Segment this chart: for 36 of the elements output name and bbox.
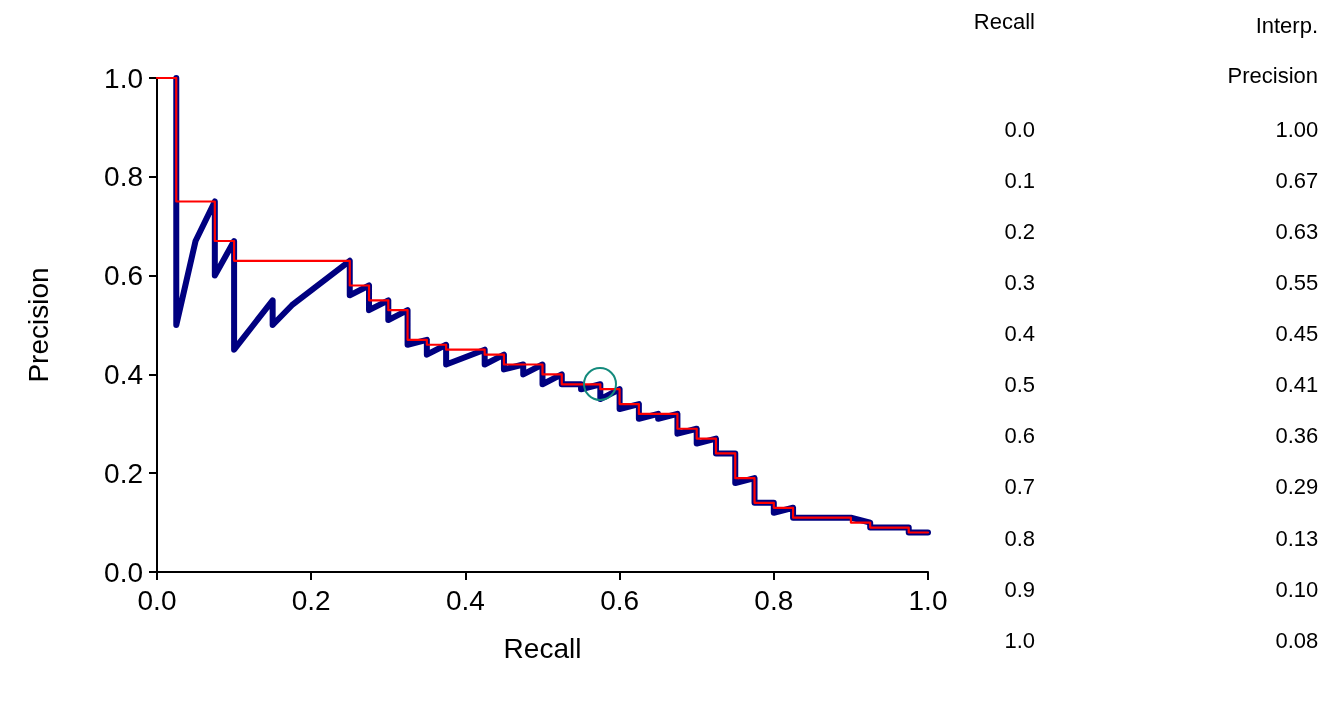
data-label: 0.08 [1275,627,1319,653]
y-tick-label: 0.0 [1004,117,1035,143]
x-tick-label: 0.2 [291,584,331,616]
data-label: 1.00 [1275,117,1319,143]
y-tick-label: 0.9 [1004,576,1035,602]
y-tick-label: 1.0 [104,62,143,94]
x-axis-title: Recall [503,632,582,664]
y-tick-label: 0.3 [1004,270,1035,296]
y-tick-label: 0.6 [104,260,143,292]
x-tick-label: 0.8 [754,584,794,616]
x-tick-label: Interp. Precision [1227,12,1318,88]
y-tick-label: 0.2 [104,457,143,489]
data-label: 0.63 [1275,219,1319,245]
x-tick-label: 0.6 [600,584,640,616]
y-tick-label: 0.5 [1004,372,1035,398]
y-tick-label: 0.4 [104,358,143,390]
data-label: 0.55 [1275,270,1319,296]
y-tick-label: 0.6 [1004,423,1035,449]
data-label: 0.36 [1275,423,1319,449]
y-tick-label: 1.0 [1004,627,1035,653]
y-axis-title: Recall [973,8,1035,34]
y-tick-label: 0.4 [1004,321,1035,347]
y-tick-label: 0.2 [1004,219,1035,245]
data-label: 0.10 [1275,576,1319,602]
data-label: 0.29 [1275,474,1319,500]
y-tick-label: 0.1 [1004,168,1035,194]
x-tick-label: 1.0 [908,584,948,616]
y-tick-label: 0.8 [1004,525,1035,551]
y-axis-title: Precision [22,267,54,383]
x-tick-label: 0.4 [445,584,485,616]
data-label: 0.41 [1275,372,1319,398]
y-tick-label: 0.8 [104,161,143,193]
data-label: 0.13 [1275,525,1319,551]
data-label: 0.45 [1275,321,1319,347]
data-label: 0.67 [1275,168,1319,194]
y-tick-label: 0.7 [1004,474,1035,500]
